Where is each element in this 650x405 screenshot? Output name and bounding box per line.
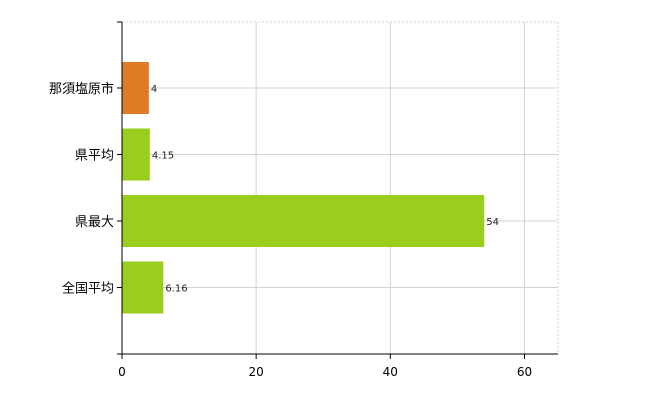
data-label: 6.16 bbox=[165, 284, 187, 295]
category-label: 県最大 bbox=[75, 215, 114, 230]
bar bbox=[122, 62, 149, 114]
grid-layer bbox=[122, 21, 559, 354]
data-label: 4.15 bbox=[152, 151, 174, 162]
bar bbox=[122, 128, 150, 181]
category-label: 県平均 bbox=[75, 149, 114, 164]
data-label: 54 bbox=[486, 217, 499, 228]
bar bbox=[122, 261, 164, 314]
x-tick-label: 40 bbox=[383, 365, 398, 379]
x-tick-label: 0 bbox=[118, 365, 126, 379]
bars-layer bbox=[122, 62, 485, 314]
bar bbox=[122, 195, 485, 247]
category-label: 那須塩原市 bbox=[49, 81, 114, 97]
x-tick-label: 60 bbox=[517, 365, 532, 379]
x-tick-label: 20 bbox=[249, 365, 264, 379]
axis-layer bbox=[117, 21, 558, 359]
category-label: 全国平均 bbox=[62, 281, 114, 297]
data-label: 4 bbox=[151, 84, 157, 95]
